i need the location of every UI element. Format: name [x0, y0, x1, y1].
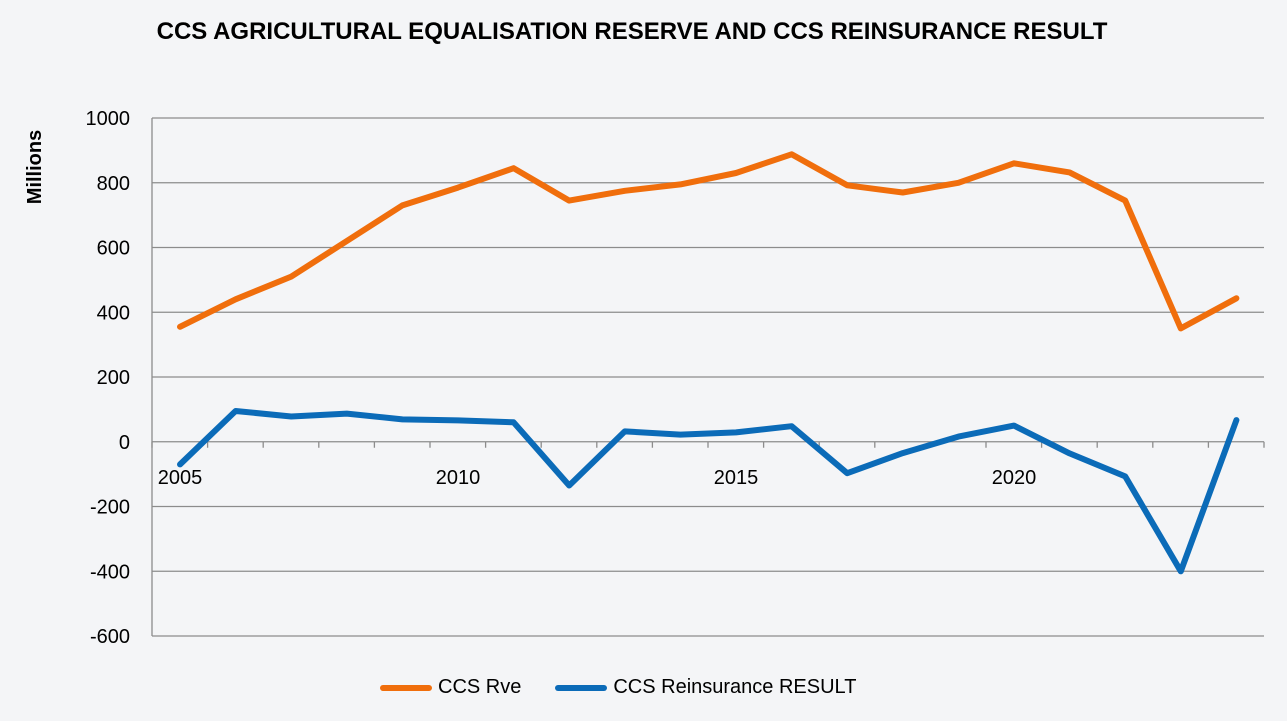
- y-axis-title: Millions: [24, 130, 46, 204]
- legend-swatch: [555, 684, 608, 691]
- legend-label: CCS Reinsurance RESULT: [613, 676, 857, 698]
- legend-swatch: [380, 684, 432, 691]
- y-tick-label: -600: [90, 626, 130, 648]
- chart-title: CCS AGRICULTURAL EQUALISATION RESERVE AN…: [156, 18, 1108, 45]
- y-tick-label: 400: [97, 302, 130, 324]
- y-tick-label: 0: [119, 432, 130, 454]
- y-tick-label: 1000: [86, 108, 131, 130]
- legend-label: CCS Rve: [438, 676, 522, 698]
- series-line-2: [177, 408, 1240, 575]
- series-line-1: [177, 151, 1240, 332]
- legend-item-2: CCS Reinsurance RESULT: [555, 676, 856, 699]
- x-tick-label: 2010: [436, 467, 481, 489]
- y-tick-label: -200: [90, 497, 130, 519]
- legend-item-1: CCS Rve: [380, 676, 521, 699]
- y-tick-label: 200: [97, 367, 130, 389]
- y-tick-label: -400: [90, 561, 130, 583]
- y-tick-label: 800: [97, 173, 130, 195]
- x-tick-label: 2015: [714, 467, 759, 489]
- chart-legend: CCS Rve CCS Reinsurance RESULT: [380, 676, 856, 699]
- x-tick-label: 2005: [158, 467, 203, 489]
- y-tick-label: 600: [97, 238, 130, 260]
- x-tick-label: 2020: [992, 467, 1037, 489]
